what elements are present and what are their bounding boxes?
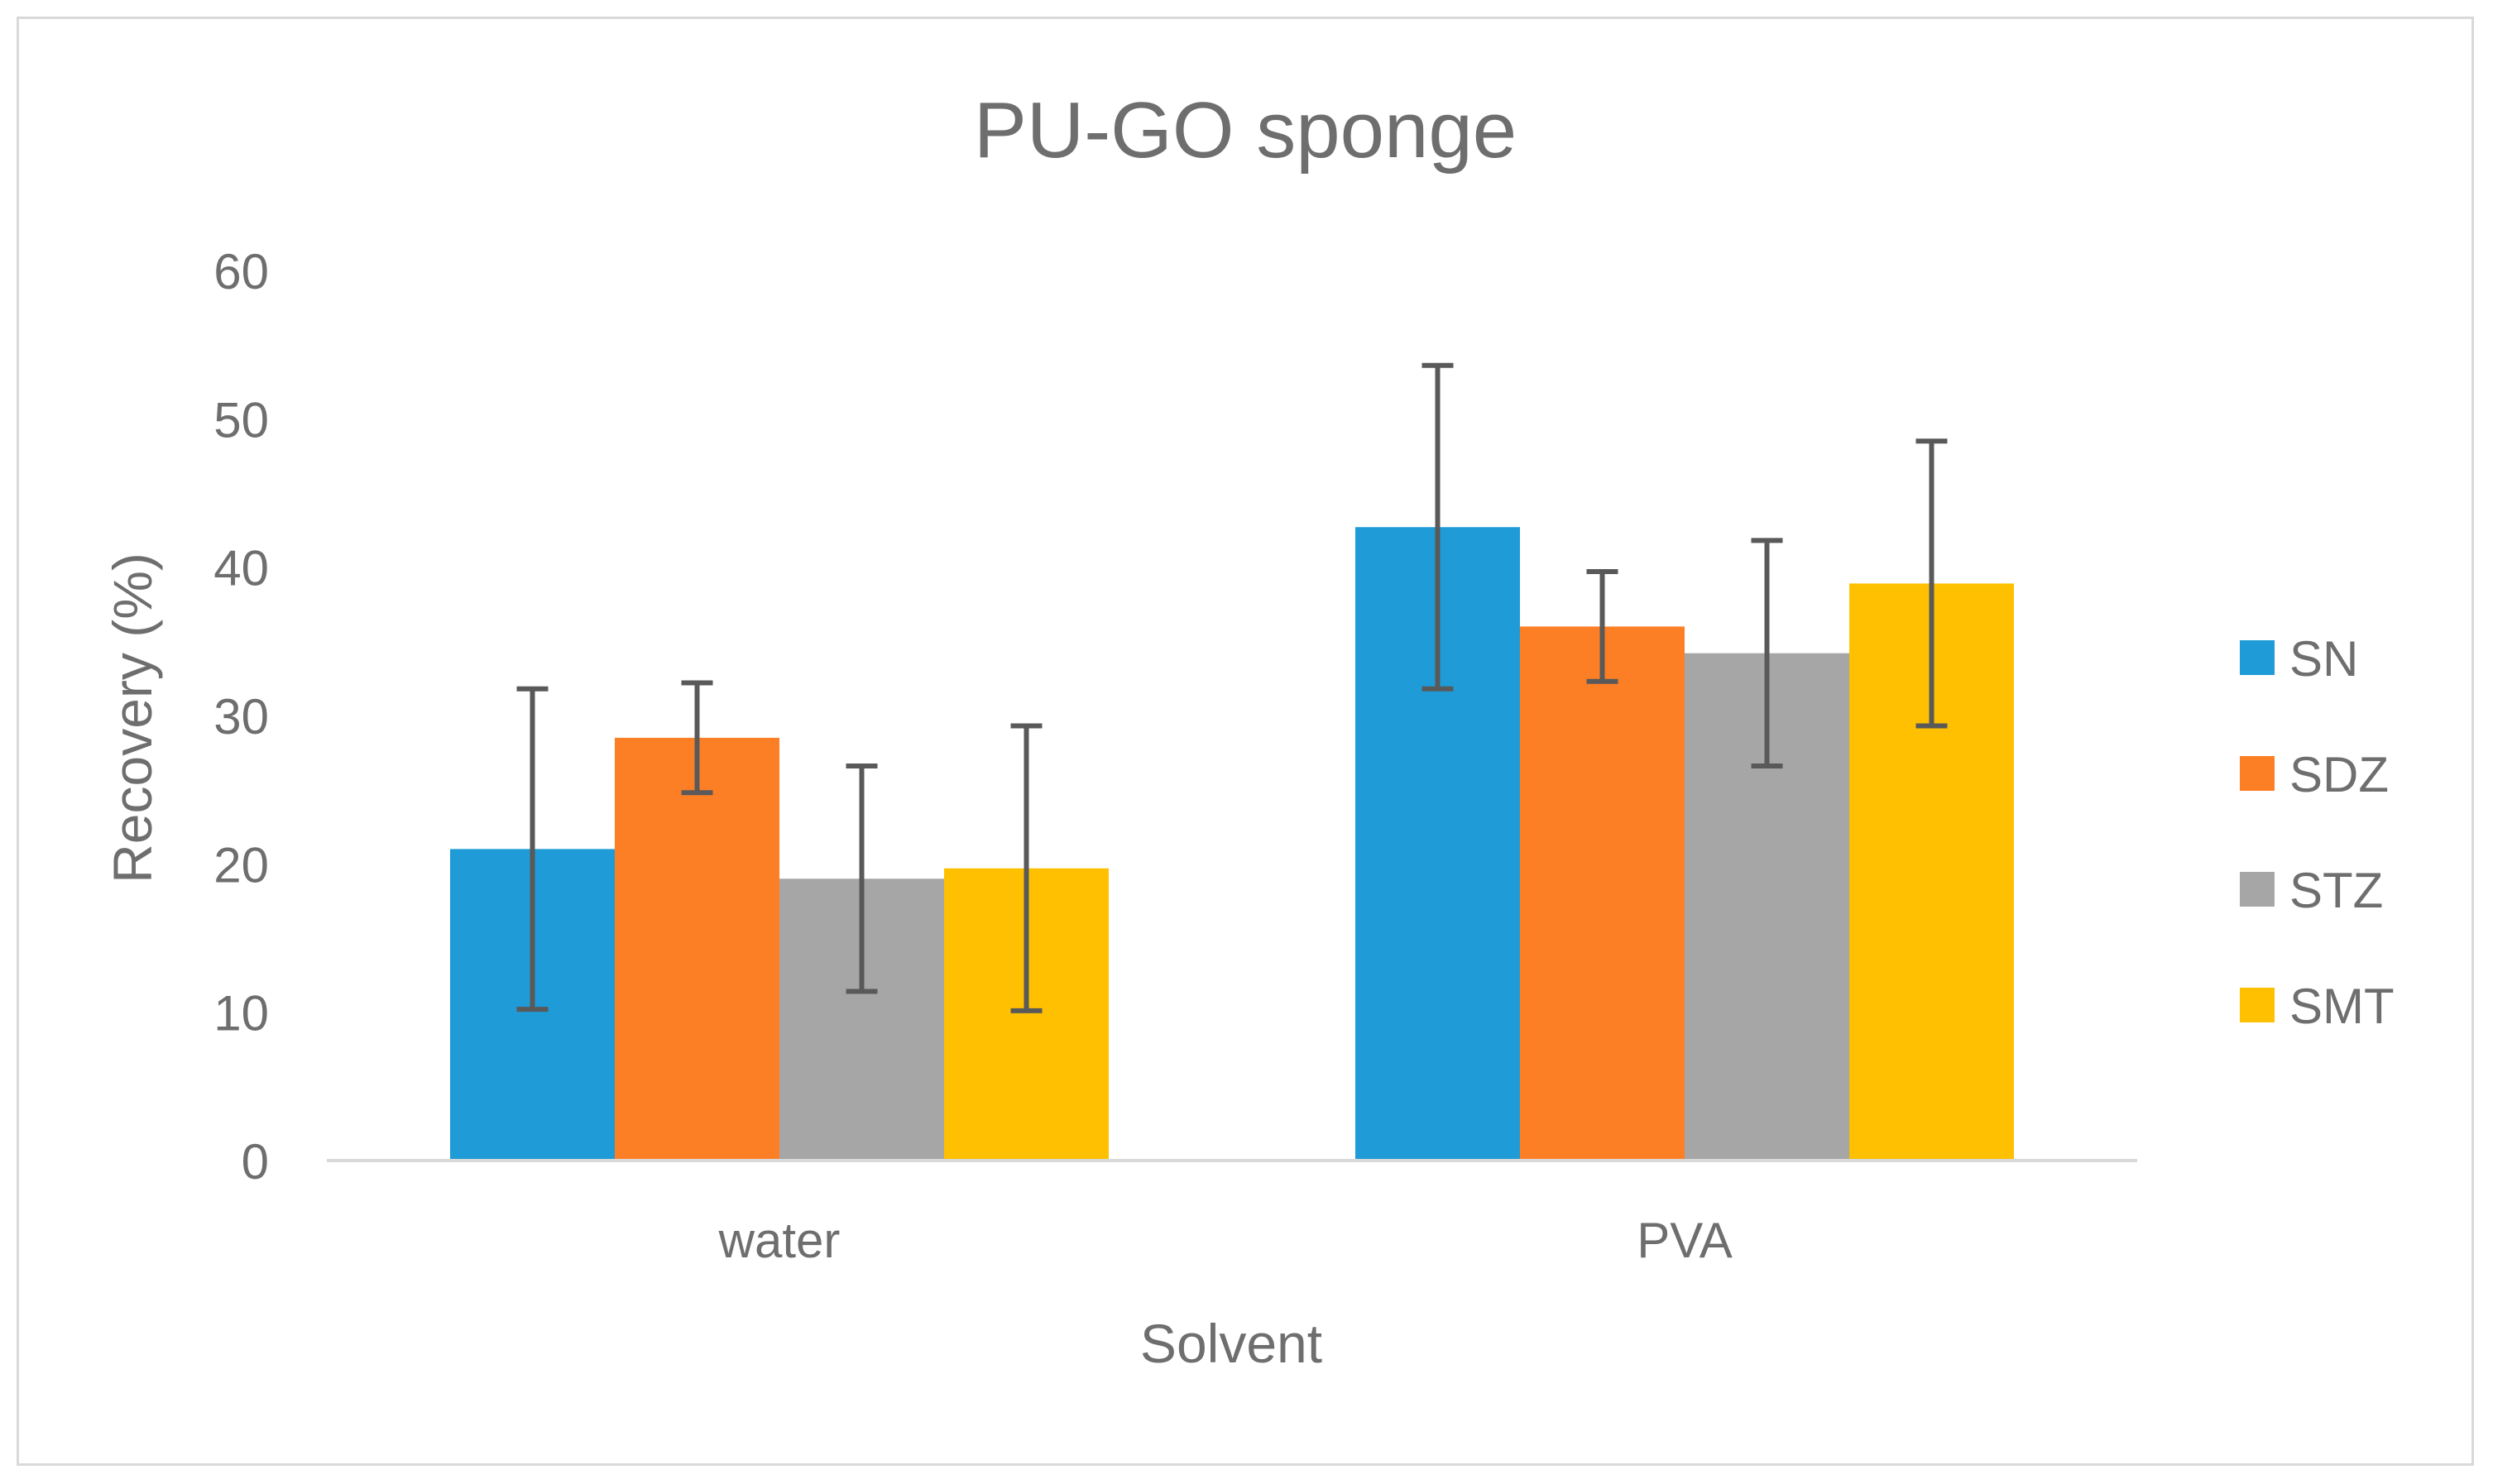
legend-swatch — [2240, 988, 2275, 1022]
legend-swatch — [2240, 640, 2275, 675]
x-axis-title: Solvent — [1140, 1313, 1322, 1374]
error-bar-stz-pva — [1751, 538, 1783, 768]
x-axis-ticks: water PVA — [718, 1213, 1733, 1268]
chart-title: PU-GO sponge — [974, 86, 1517, 175]
y-axis-title: Recovery (%) — [102, 553, 163, 883]
legend: SN SDZ STZ SMT — [2240, 631, 2395, 1034]
y-tick-label: 0 — [242, 1134, 269, 1190]
y-tick-label: 30 — [213, 689, 269, 744]
error-bars — [516, 362, 1948, 1013]
error-bar-sn-pva — [1421, 362, 1454, 692]
chart-area — [17, 17, 2474, 1466]
error-bar-stz-water — [846, 763, 878, 994]
y-tick-label: 60 — [213, 244, 269, 299]
legend-label: SMT — [2289, 979, 2395, 1034]
legend-item-sn: SN — [2240, 631, 2358, 687]
error-bar-sn-water — [516, 686, 549, 1012]
legend-label: SN — [2289, 631, 2358, 687]
legend-item-smt: SMT — [2240, 979, 2395, 1034]
legend-item-sdz: SDZ — [2240, 747, 2389, 802]
error-bar-smt-pva — [1915, 438, 1948, 729]
y-tick-label: 40 — [213, 541, 269, 596]
bars — [450, 527, 2014, 1161]
y-tick-label: 10 — [213, 986, 269, 1041]
error-bar-sdz-water — [681, 680, 713, 796]
legend-swatch — [2240, 872, 2275, 907]
error-bar-smt-water — [1010, 723, 1043, 1013]
legend-item-stz: STZ — [2240, 863, 2383, 918]
error-bar-sdz-pva — [1586, 569, 1618, 684]
y-axis-ticks: 0 10 20 30 40 50 60 — [213, 244, 269, 1190]
bar-sdz-water — [615, 737, 779, 1161]
x-tick-label: PVA — [1637, 1213, 1733, 1268]
legend-label: STZ — [2289, 863, 2383, 918]
legend-swatch — [2240, 756, 2275, 791]
legend-label: SDZ — [2289, 747, 2389, 802]
y-tick-label: 20 — [213, 837, 269, 893]
x-tick-label: water — [718, 1213, 841, 1268]
bar-sdz-pva — [1520, 626, 1685, 1161]
y-tick-label: 50 — [213, 392, 269, 448]
